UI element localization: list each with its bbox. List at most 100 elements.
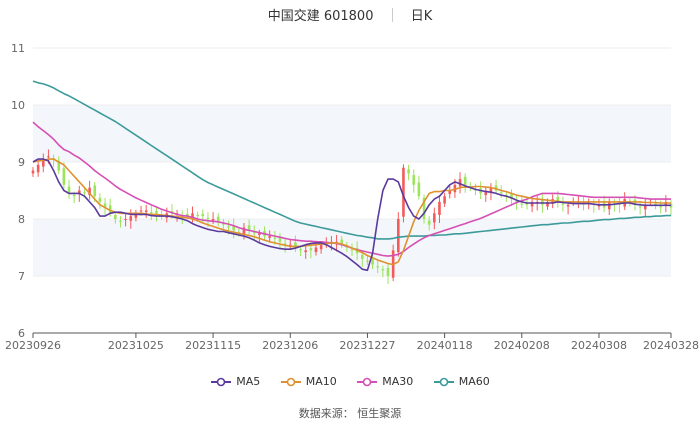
candle-body <box>222 223 225 225</box>
candle-body <box>103 203 107 208</box>
candle-body <box>417 182 421 197</box>
candle-body <box>654 203 657 205</box>
candle-body <box>242 227 246 235</box>
x-tick-label: 20230926 <box>5 339 61 352</box>
legend-marker-ma10 <box>280 377 301 386</box>
y-tick-label: 6 <box>18 327 25 340</box>
legend-item-ma5[interactable]: MA5 <box>210 375 260 388</box>
legend-item-ma30[interactable]: MA30 <box>356 375 413 388</box>
x-tick-label: 20240208 <box>494 339 550 352</box>
candle-body <box>638 206 642 208</box>
period-label[interactable]: 日K <box>410 9 433 24</box>
candle-body <box>108 205 112 214</box>
title-divider <box>391 7 393 22</box>
candle-body <box>458 179 462 187</box>
stock-name-code: 中国交建 601800 <box>267 9 374 24</box>
candle-body <box>134 213 138 218</box>
candle-body <box>114 215 117 219</box>
candle-body <box>340 239 344 245</box>
candle-body <box>577 201 580 204</box>
x-tick-label: 20231025 <box>108 339 164 352</box>
candle-body <box>124 219 127 220</box>
candle-body <box>350 249 354 251</box>
legend-label-ma5: MA5 <box>236 375 261 388</box>
candle-body <box>643 204 647 210</box>
candle-body <box>78 190 81 194</box>
candle-body <box>62 168 66 185</box>
legend-item-ma60[interactable]: MA60 <box>433 375 490 388</box>
chart-title: 中国交建 601800 日K <box>0 5 700 25</box>
candle-body <box>216 216 220 222</box>
ma60-line <box>32 80 671 240</box>
data-source-note: 数据来源： 恒生聚源 <box>298 407 402 420</box>
candle-body <box>433 213 436 223</box>
candle-body <box>304 250 307 253</box>
candle-body <box>186 213 189 217</box>
candle-body <box>376 266 380 268</box>
candle-body <box>232 225 235 231</box>
candle-body <box>386 268 390 276</box>
candle-body <box>206 217 210 219</box>
candle-body <box>201 213 205 217</box>
candle-body <box>31 170 35 174</box>
candle-body <box>211 219 215 221</box>
candle-body <box>397 219 400 253</box>
candle-body <box>252 232 256 234</box>
candle-body <box>299 249 302 251</box>
candle-body <box>57 160 61 171</box>
grid-band <box>33 105 671 162</box>
candle-body <box>371 259 374 265</box>
candle-body <box>67 186 71 194</box>
candle-body <box>150 212 153 214</box>
candle-body <box>139 210 143 212</box>
legend-marker-ma60 <box>433 377 454 386</box>
y-tick-label: 9 <box>18 156 25 169</box>
candle-body <box>561 203 565 205</box>
candle-body <box>494 185 498 191</box>
candle-body <box>129 216 133 221</box>
candle-body <box>597 204 601 207</box>
x-tick-label: 20240328 <box>643 339 699 352</box>
candle-body <box>484 190 488 196</box>
candle-body <box>438 201 441 216</box>
legend-label-ma60: MA60 <box>458 375 490 388</box>
candle-body <box>381 269 385 271</box>
candle-body <box>607 201 611 210</box>
candle-body <box>72 195 76 197</box>
candle-body <box>294 242 297 248</box>
candle-body <box>93 185 97 197</box>
y-tick-label: 8 <box>18 213 25 226</box>
x-tick-label: 20240118 <box>417 339 473 352</box>
candle-body <box>520 203 524 205</box>
y-tick-label: 11 <box>11 42 25 55</box>
candle-body <box>443 196 446 204</box>
candle-body <box>273 237 277 239</box>
candle-body <box>268 236 271 238</box>
candle-body <box>530 201 534 207</box>
ma5-line <box>32 158 671 272</box>
candle-body <box>196 215 199 217</box>
candle-body <box>515 200 518 202</box>
candle-body <box>227 226 230 228</box>
candle-body <box>360 254 364 259</box>
candle-body <box>47 156 50 158</box>
candle-body <box>422 197 426 219</box>
x-tick-label: 20231115 <box>185 339 241 352</box>
candle-body <box>407 169 410 174</box>
legend-marker-ma5 <box>211 377 232 386</box>
candle-body <box>319 244 323 250</box>
candle-body <box>510 193 513 200</box>
candle-body <box>366 260 369 262</box>
legend-label-ma30: MA30 <box>382 375 414 388</box>
chart-legend: MA5 MA10 MA30 MA60 <box>0 375 700 393</box>
candle-body <box>556 196 560 202</box>
candle-body <box>191 213 194 218</box>
candle-body <box>453 184 457 193</box>
candle-body <box>41 159 45 167</box>
legend-item-ma10[interactable]: MA10 <box>280 375 337 388</box>
y-tick-label: 10 <box>11 99 25 112</box>
legend-label-ma10: MA10 <box>305 375 337 388</box>
candle-body <box>288 244 292 247</box>
candle-body <box>36 164 40 173</box>
